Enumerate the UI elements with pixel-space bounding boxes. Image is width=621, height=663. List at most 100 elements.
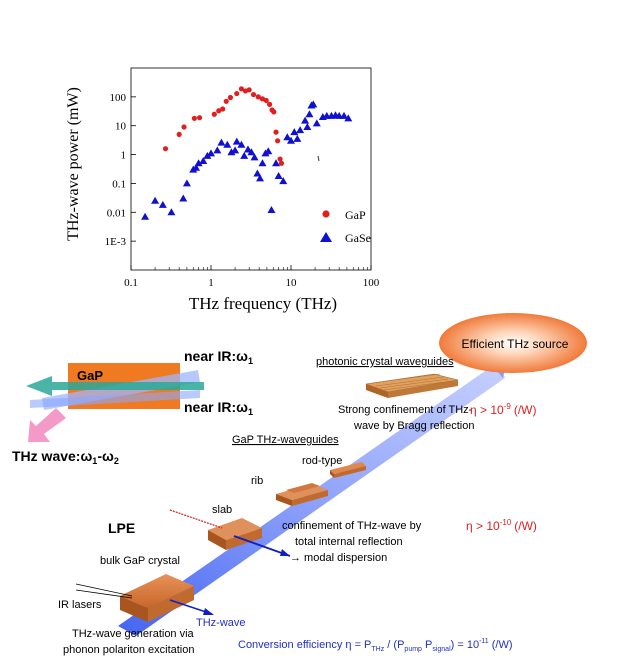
- eta-mid: η > 10-10 (/W): [466, 518, 537, 533]
- gase-data-point: [312, 119, 321, 127]
- generation-text-2: phonon polariton excitation: [63, 644, 194, 656]
- y-tick-label: 1E-3: [105, 236, 127, 248]
- ir-laser-beam-1: [75, 583, 133, 597]
- gase-data-point: [256, 174, 265, 182]
- legend-gap-label: GaP: [345, 208, 366, 222]
- y-tick-label: 100: [110, 92, 127, 104]
- y-tick-label: 0.1: [112, 178, 126, 190]
- slab-input-beam: [169, 509, 223, 529]
- legend-gase-marker: [320, 232, 332, 242]
- rod-type-label: rod-type: [302, 455, 342, 467]
- gase-data-point: [231, 146, 240, 154]
- thz-wave-small-label: THz-wave: [196, 617, 246, 629]
- tir-text-3: → modal dispersion: [290, 552, 387, 564]
- gase-data-point: [258, 159, 267, 167]
- gase-data-point: [309, 100, 318, 108]
- gase-data-point: [213, 146, 222, 154]
- gap-data-point: [238, 86, 245, 92]
- gap-data-point: [162, 146, 169, 152]
- gase-data-point: [290, 128, 299, 136]
- gap-mixing-illustration: GaP: [26, 363, 204, 442]
- plot-area: [130, 67, 372, 271]
- gase-data-point: [272, 159, 281, 167]
- bulk-thz-arrowhead: [203, 608, 214, 615]
- gase-data-point: [227, 148, 236, 156]
- x-tick-label: 100: [363, 277, 380, 289]
- gap-waveguides-label: GaP THz-waveguides: [232, 434, 339, 446]
- gase-data-point: [253, 169, 262, 177]
- data-points: [141, 86, 353, 220]
- generation-text-1: THz-wave generation via: [72, 628, 195, 640]
- x-tick-label: 10: [286, 277, 298, 289]
- legend: GaP GaSe: [320, 208, 371, 245]
- gap-data-point: [275, 138, 281, 144]
- gase-data-point: [274, 172, 283, 180]
- gase-data-point: [167, 208, 176, 216]
- thz-wave-label: THz wave:ω1-ω2: [12, 448, 119, 466]
- gase-data-point: [203, 151, 212, 159]
- eta-top: η > 10-9 (/W): [470, 402, 536, 417]
- gase-data-point: [287, 136, 295, 144]
- gase-data-point: [264, 147, 273, 155]
- photonic-crystal-label: photonic crystal waveguides: [316, 356, 454, 368]
- near-ir-bottom-label: near IR:ω1: [184, 399, 253, 417]
- thz-output-arrow-pink: [28, 408, 66, 442]
- y-ticks: 100 10 1 0.1 0.01 1E-3: [105, 92, 136, 248]
- gap-data-point: [227, 94, 234, 101]
- conversion-efficiency: Conversion efficiency η = PTHz / (Ppump …: [238, 638, 513, 653]
- x-ticks: 0.1 1 10 100: [124, 265, 380, 289]
- gap-data-point: [263, 97, 269, 104]
- gap-data-point: [211, 111, 217, 117]
- gase-data-point: [243, 145, 252, 153]
- x-tick-label: 1: [208, 277, 214, 289]
- gap-data-point: [181, 124, 187, 130]
- diagram: Efficient THz source photonic crystal wa…: [12, 313, 587, 656]
- gase-data-point: [340, 111, 349, 119]
- gap-data-point: [271, 109, 277, 115]
- chart: 0.1 1 10 100 100 10 1 0.1 0.01 1E-3 THz frequenc…: [65, 67, 380, 313]
- bulk-gap-crystal: [120, 574, 194, 622]
- gap-data-point: [278, 160, 285, 166]
- gase-data-point: [250, 153, 259, 161]
- gase-data-point: [151, 196, 160, 204]
- gase-data-point: [296, 126, 305, 134]
- gap-data-point: [246, 87, 252, 93]
- gase-data-point: [305, 110, 314, 118]
- gase-data-point: [279, 177, 288, 185]
- legend-gap-marker: [322, 210, 330, 218]
- slab-label: slab: [212, 504, 232, 516]
- stray-tick-mark: [317, 155, 320, 162]
- tir-text-1: confinement of THz-wave by: [282, 520, 422, 532]
- gase-data-point: [141, 212, 150, 220]
- near-ir-beam-bottom: [30, 390, 200, 408]
- x-tick-label: 0.1: [124, 277, 138, 289]
- gase-data-point: [192, 163, 201, 171]
- gap-data-point: [216, 108, 222, 114]
- y-axis-label: THz-wave power (mW): [65, 87, 82, 241]
- gap-crystal-label: GaP: [77, 368, 103, 383]
- gase-data-point: [303, 123, 312, 131]
- gap-data-point: [273, 129, 279, 135]
- gase-data-point: [247, 148, 256, 156]
- gase-data-point: [344, 114, 353, 122]
- gap-data-point: [223, 98, 229, 104]
- gap-data-point: [176, 131, 182, 138]
- gase-data-point: [217, 138, 226, 146]
- rib-waveguide: [276, 483, 328, 506]
- slab-output-arrowhead: [280, 549, 290, 556]
- gase-data-point: [199, 156, 208, 164]
- gap-data-point: [234, 90, 240, 97]
- gap-data-point: [266, 101, 273, 107]
- gase-data-point: [158, 200, 167, 208]
- gase-data-point: [194, 159, 203, 167]
- y-tick-label: 0.01: [107, 207, 126, 219]
- ir-laser-beam-2: [75, 589, 133, 599]
- x-axis-label: THz frequency (THz): [189, 294, 337, 313]
- gase-data-point: [182, 179, 191, 187]
- ir-lasers-label: IR lasers: [58, 599, 102, 611]
- gase-data-point: [237, 140, 246, 148]
- gase-data-point: [301, 116, 310, 124]
- lpe-label: LPE: [108, 520, 135, 536]
- gase-data-point: [223, 140, 232, 148]
